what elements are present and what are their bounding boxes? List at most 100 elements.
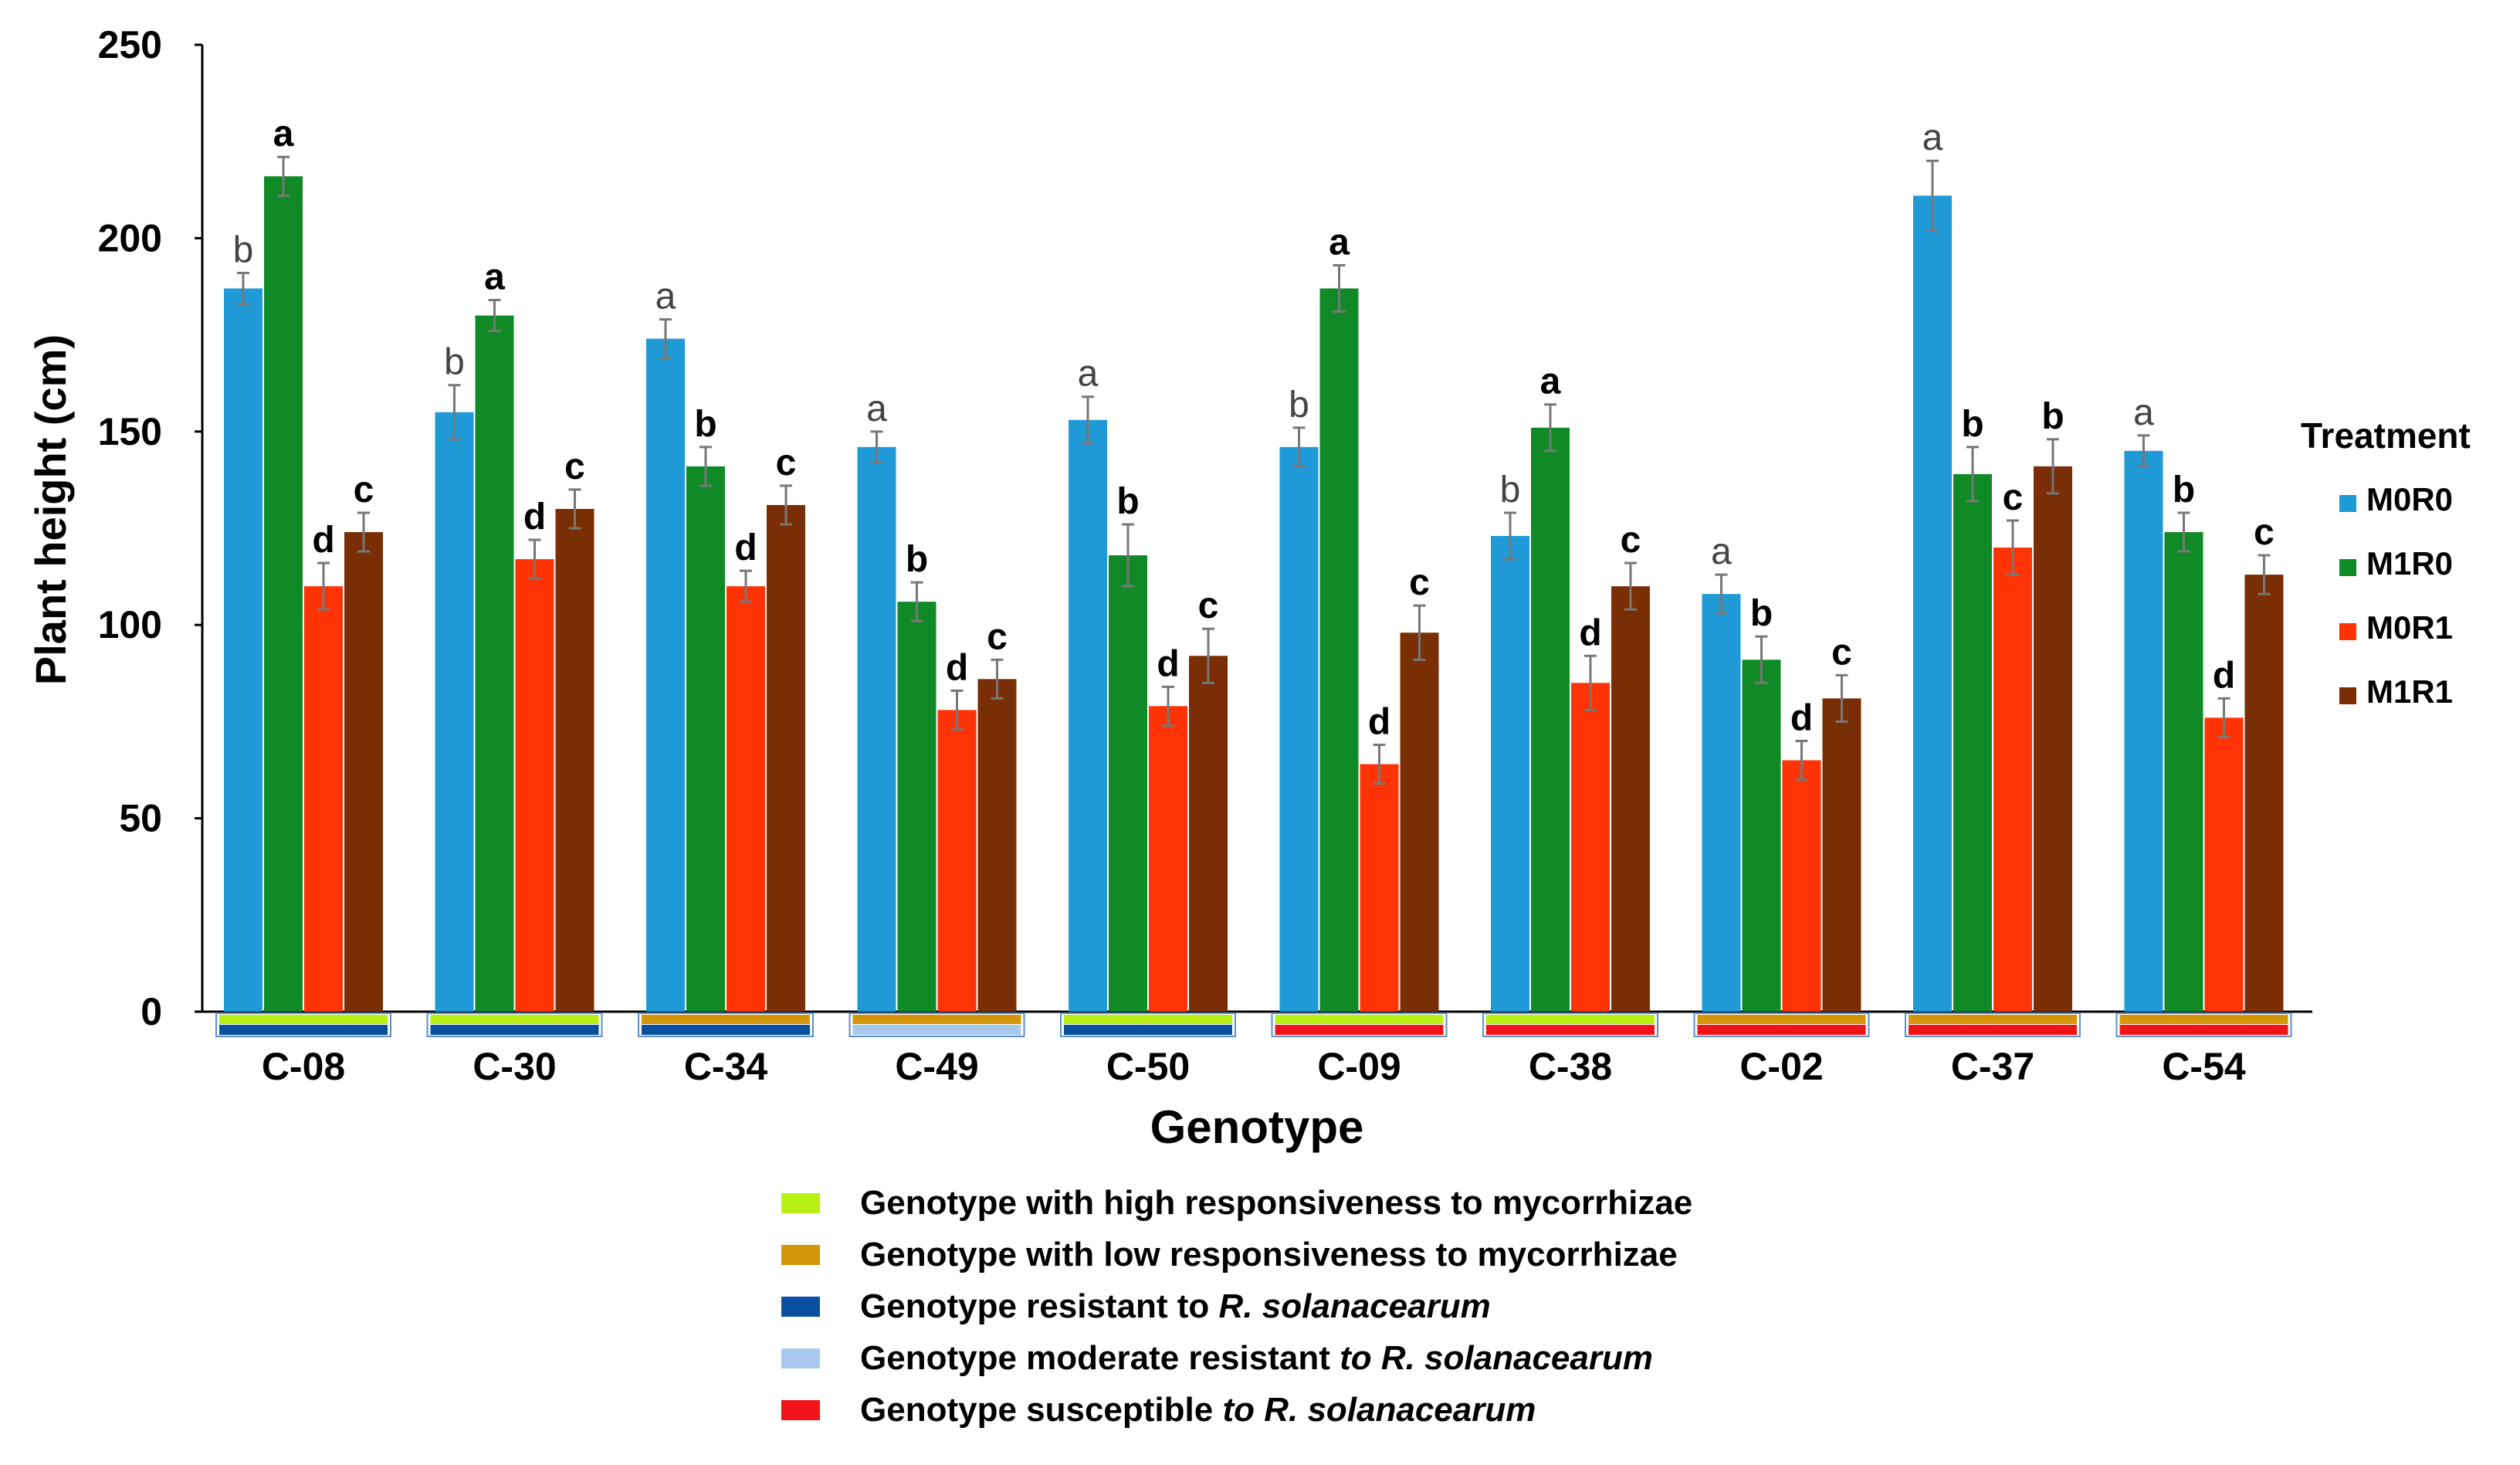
significance-letter: b (1289, 385, 1309, 426)
resistance-strip (430, 1025, 599, 1035)
bar-m0r1-c-54 (2204, 717, 2244, 1012)
responsiveness-strip (2119, 1015, 2288, 1024)
bar-m0r0-c-34 (646, 338, 685, 1012)
significance-letter: a (1922, 117, 1943, 158)
y-tick-label: 0 (141, 990, 162, 1033)
x-tick-label: C-02 (1739, 1045, 1823, 1088)
bar-m1r1-c-30 (555, 508, 594, 1012)
x-tick-label: C-34 (684, 1045, 768, 1088)
bar-m0r0-c-37 (1913, 195, 1952, 1012)
significance-letter: a (655, 276, 676, 317)
significance-letter: b (2041, 396, 2064, 437)
bar-m0r1-c-37 (1993, 548, 2032, 1012)
significance-letter: a (1540, 361, 1561, 402)
x-tick-label: C-09 (1317, 1045, 1401, 1088)
responsiveness-strip (1909, 1015, 2077, 1024)
legend-swatch-m0r0 (2339, 495, 2356, 512)
significance-letter: a (484, 257, 505, 298)
significance-letter: d (2213, 655, 2235, 696)
significance-letter: c (987, 616, 1008, 657)
significance-letter: a (273, 114, 294, 154)
bar-m1r0-c-37 (1953, 473, 1992, 1012)
bar-m1r1-c-09 (1400, 632, 1439, 1012)
y-tick-label: 250 (98, 23, 162, 66)
legend-swatch-m1r1 (2339, 687, 2356, 704)
legend: Treatment M0R0 M1R0 M0R1 M1R1 (2301, 415, 2471, 710)
bar-m0r1-c-34 (727, 586, 765, 1012)
low-responsiveness-swatch (781, 1245, 820, 1265)
x-tick-label: C-08 (262, 1045, 345, 1088)
x-axis-label: Genotype (1150, 1101, 1364, 1153)
legend-title: Treatment (2301, 415, 2471, 456)
bar-m0r0-c-38 (1491, 536, 1529, 1012)
resistant-swatch (781, 1297, 820, 1317)
legend-swatch-m0r1 (2339, 623, 2356, 640)
key-susceptible-prefix: Genotype susceptible (860, 1391, 1223, 1429)
bar-m1r0-c-02 (1742, 660, 1781, 1012)
significance-letter: b (1116, 481, 1139, 522)
y-tick-label: 150 (98, 410, 162, 453)
moderate-swatch (781, 1348, 820, 1368)
key-high-responsiveness: Genotype with high responsiveness to myc… (781, 1184, 1692, 1223)
bar-m1r1-c-34 (767, 504, 805, 1012)
high-responsiveness-swatch (781, 1193, 820, 1213)
x-tick-label: C-30 (472, 1045, 556, 1088)
x-tick-label: C-38 (1529, 1045, 1612, 1088)
significance-letter: b (1750, 593, 1773, 634)
significance-letter: d (946, 647, 968, 688)
y-tick-label: 100 (98, 603, 162, 646)
bar-m0r1-c-09 (1360, 764, 1399, 1012)
key-low-text: Genotype with low responsiveness to myco… (860, 1236, 1678, 1273)
bar-m1r0-c-50 (1109, 555, 1147, 1012)
key-moderate: Genotype moderate resistant to R. solana… (781, 1339, 1653, 1378)
responsiveness-strip (1486, 1015, 1655, 1024)
bar-m1r0-c-54 (2164, 532, 2203, 1012)
bar-m0r1-c-30 (515, 559, 554, 1012)
bar-m1r0-c-49 (897, 602, 937, 1012)
significance-letter: a (1711, 531, 1732, 572)
significance-letter: d (1368, 701, 1390, 742)
significance-letter: b (906, 539, 928, 580)
responsiveness-strip (430, 1015, 599, 1024)
bar-m0r1-c-08 (304, 586, 343, 1012)
y-axis-label: Plant height (cm) (26, 334, 75, 685)
significance-letter: a (866, 388, 887, 429)
significance-letter: b (233, 229, 254, 270)
significance-letter: c (1409, 562, 1430, 603)
significance-letter: b (2173, 470, 2195, 510)
resistance-strip (1486, 1025, 1655, 1035)
key-low-responsiveness: Genotype with low responsiveness to myco… (781, 1236, 1678, 1274)
legend-label-m0r1: M0R1 (2366, 609, 2453, 646)
bar-m1r0-c-30 (475, 315, 514, 1012)
significance-letter: a (1078, 354, 1099, 395)
bar-m1r1-c-37 (2034, 466, 2072, 1012)
resistance-strip (642, 1025, 810, 1035)
key-moderate-italic: to R. solanacearum (1340, 1339, 1653, 1377)
x-tick-label: C-37 (1951, 1045, 2034, 1088)
bar-m0r0-c-09 (1279, 446, 1319, 1012)
bar-m1r1-c-02 (1822, 698, 1861, 1012)
responsiveness-strip (852, 1015, 1021, 1024)
bar-m1r1-c-08 (344, 532, 383, 1012)
significance-letter: d (1790, 697, 1813, 738)
bar-m1r0-c-34 (686, 466, 725, 1012)
significance-letter: c (1621, 520, 1641, 561)
significance-letter: b (444, 342, 465, 383)
responsiveness-strip (642, 1015, 810, 1024)
bar-m1r1-c-50 (1189, 656, 1228, 1012)
key-resistant-prefix: Genotype resistant to (860, 1287, 1219, 1325)
significance-letter: c (1831, 632, 1852, 673)
bar-m0r0-c-49 (857, 446, 896, 1012)
significance-letter: c (2254, 512, 2274, 553)
resistance-strip (1697, 1025, 1866, 1035)
key-resistant: Genotype resistant to R. solanacearum (781, 1287, 1491, 1326)
bars-layer (215, 155, 2292, 1037)
significance-letter: b (694, 404, 716, 445)
resistance-strip (2119, 1025, 2288, 1035)
key-resistant-italic: R. solanacearum (1218, 1287, 1491, 1325)
resistance-strip (1275, 1025, 1444, 1035)
bar-m0r1-c-02 (1782, 760, 1821, 1012)
bar-m0r0-c-50 (1069, 419, 1107, 1012)
key-susceptible: Genotype susceptible to R. solanacearum (781, 1391, 1536, 1429)
